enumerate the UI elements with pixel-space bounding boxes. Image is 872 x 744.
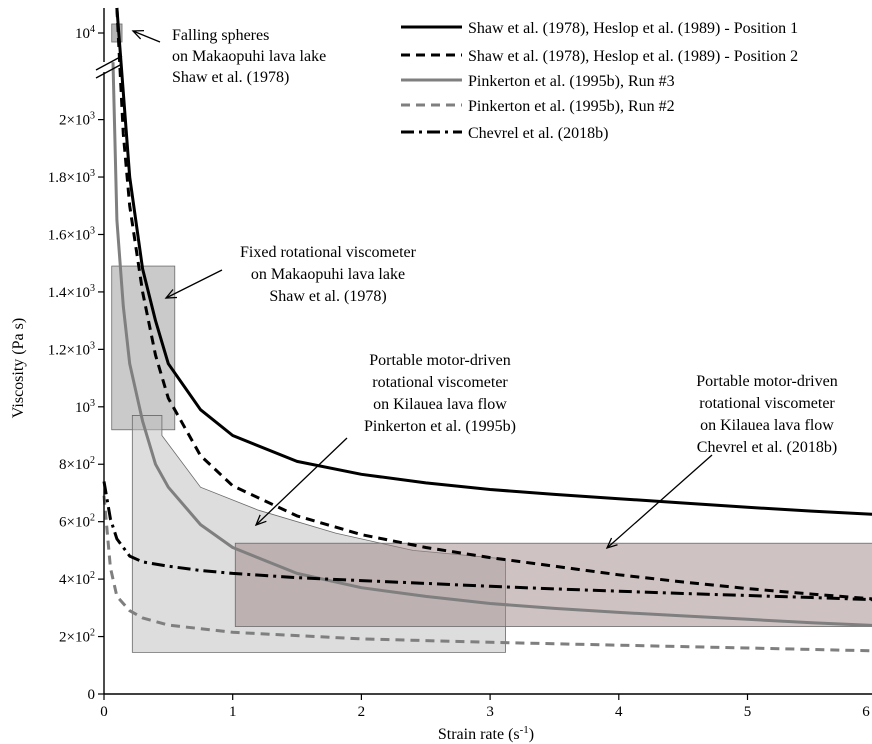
y-tick-label: 4×102 (59, 570, 95, 588)
annotations: Falling spheres on Makaopuhi lava lake Sha… (131, 27, 838, 550)
y-tick-label: 103 (75, 398, 95, 416)
arrow-chevrel (606, 454, 713, 549)
y-tick-label: 1.2×103 (48, 340, 95, 358)
box-chevrel (234, 542, 872, 627)
measurement-boxes (111, 23, 872, 653)
x-tick-label: 2 (358, 704, 366, 720)
axis-break-mark-2 (95, 63, 123, 79)
y-tick-label: 1.4×103 (48, 283, 95, 301)
arrow-falling-spheres-head (131, 29, 145, 40)
x-tick-label: 3 (486, 704, 494, 720)
x-tick-label: 0 (100, 704, 108, 720)
legend-label: Shaw et al. (1978), Heslop et al. (1989)… (468, 20, 798, 37)
annotation-label: Falling spheres on Makaopuhi lava lake Sha… (172, 27, 326, 86)
annotation-label: Fixed rotational viscometer on Makaopuhi … (240, 244, 417, 305)
y-tick-label: 0 (88, 687, 96, 703)
y-tick-label: 2×102 (59, 628, 95, 646)
y-tick-label: 2×103 (59, 111, 95, 129)
x-tick-label: 1 (229, 704, 237, 720)
arrow-fixed-viscometer-head (164, 289, 178, 299)
arrow-falling-spheres (132, 30, 161, 43)
annotation-label: Portable motor-driven rotational viscomet… (364, 352, 516, 435)
x-tick-label: 4 (615, 704, 623, 720)
legend-label: Chevrel et al. (2018b) (468, 125, 608, 142)
arrow-pinkerton (255, 437, 348, 526)
y-tick-label: 1.6×103 (48, 225, 95, 243)
series-line-shaw-position-2 (115, 7, 872, 601)
series-line-shaw-position-1 (115, 7, 872, 516)
legend: Shaw et al. (1978), Heslop et al. (1989)… (401, 20, 798, 142)
x-axis-title-main: Strain rate (s (438, 726, 520, 743)
arrow-chevrel-head (605, 537, 618, 550)
annotation-label: Portable motor-driven rotational viscomet… (696, 373, 837, 456)
y-tick-label-break: 104 (75, 24, 95, 42)
axes (95, 8, 872, 700)
legend-label: Pinkerton et al. (1995b), Run #2 (468, 98, 675, 115)
arrow-fixed-viscometer (165, 269, 223, 299)
series-line-pinkerton-run-3 (111, 62, 872, 627)
legend-label: Shaw et al. (1978), Heslop et al. (1989)… (468, 48, 798, 65)
y-axis-title: Viscosity (Pa s) (10, 318, 27, 418)
tick-labels: 02×1024×1026×1028×1021031.2×1031.4×1031.… (48, 24, 870, 720)
x-axis-title-close: ) (529, 726, 534, 743)
axis-break-mark-1 (95, 55, 123, 71)
y-tick-label: 8×102 (59, 455, 95, 473)
series-line-pinkerton-run-2 (102, 495, 872, 653)
axis-break-gap (98, 62, 110, 72)
x-axis-title-sup: -1 (520, 724, 529, 736)
x-axis-title: Strain rate (s-1) (438, 724, 534, 743)
x-tick-label: 5 (744, 704, 752, 720)
y-tick-label: 1.8×103 (48, 168, 95, 186)
x-tick-label: 6 (862, 704, 870, 720)
series-lines (102, 7, 872, 653)
y-tick-label: 6×102 (59, 513, 95, 531)
arrow-pinkerton-head (254, 514, 267, 527)
legend-label: Pinkerton et al. (1995b), Run #3 (468, 73, 675, 90)
